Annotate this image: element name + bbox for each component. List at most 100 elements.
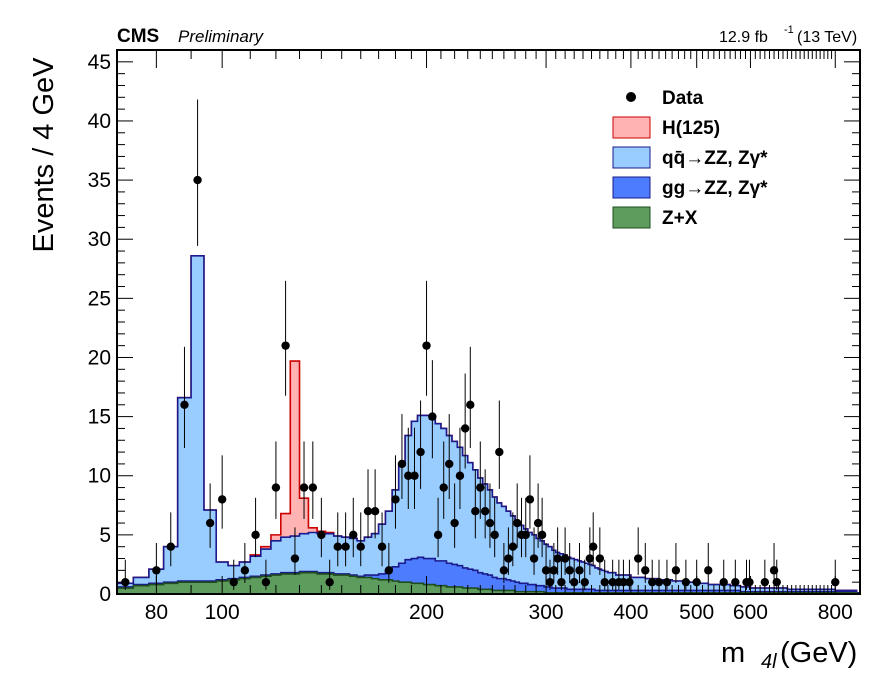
data-marker [377, 542, 387, 551]
data-point [529, 527, 539, 575]
y-tick-label: 15 [88, 406, 111, 429]
data-point [560, 527, 570, 575]
data-marker [533, 518, 543, 528]
data-point [193, 99, 202, 246]
data-point [569, 559, 579, 590]
data-marker [217, 495, 227, 504]
data-marker [397, 459, 407, 469]
x-tick-label: 80 [145, 601, 168, 624]
data-point [745, 559, 754, 590]
data-marker [193, 175, 202, 185]
energy-label: (13 TeV) [797, 29, 857, 46]
data-marker [521, 530, 530, 540]
data-marker [760, 577, 770, 587]
data-marker [641, 566, 650, 575]
data-point [545, 559, 555, 590]
data-point [600, 559, 609, 590]
legend-marker [626, 92, 636, 102]
data-point [281, 280, 290, 396]
data-marker [299, 483, 309, 492]
data-marker [229, 577, 238, 587]
data-point [619, 559, 628, 590]
legend-label: gg→ZZ, Zγ* [662, 178, 768, 199]
legend-label: Z+X [662, 208, 698, 229]
data-marker [731, 577, 740, 587]
data-point [608, 559, 617, 590]
data-marker [476, 483, 485, 492]
chart-header: CMS Preliminary 12.9 fb -1 (13 TeV) [117, 24, 857, 47]
legend-label: Data [662, 88, 704, 109]
stacked-histograms [116, 254, 861, 595]
data-point [240, 542, 250, 583]
data-marker [261, 577, 271, 587]
data-point [251, 497, 260, 558]
data-point [384, 542, 394, 583]
data-point [121, 559, 130, 590]
hist-zx [116, 571, 860, 595]
data-marker [333, 542, 342, 551]
data-point [654, 559, 664, 590]
legend-label: H(125) [662, 118, 720, 139]
y-tick-label: 10 [88, 465, 111, 488]
data-point [704, 542, 713, 583]
data-point [445, 414, 454, 499]
data-point [370, 469, 380, 539]
data-point [589, 512, 598, 567]
legend-entry: Z+X [612, 206, 698, 229]
data-marker [433, 530, 443, 540]
data-marker [608, 577, 617, 587]
data-marker [704, 566, 713, 575]
status-label: Preliminary [178, 27, 265, 46]
data-point [595, 527, 605, 575]
data-marker [575, 566, 584, 575]
data-point [217, 455, 227, 529]
data-point [480, 469, 490, 539]
data-point [180, 346, 189, 448]
data-marker [384, 566, 394, 575]
plot-axes: 0 5 10 15 20 25 30 35 40 45 80 100 200 300 400 500 600 80… [88, 49, 861, 624]
data-marker [662, 577, 672, 587]
data-point [490, 497, 499, 558]
data-point [349, 497, 358, 558]
data-marker [585, 554, 595, 563]
data-marker [719, 577, 728, 587]
legend-entry: Data [626, 88, 704, 109]
data-point [633, 527, 643, 575]
data-marker [772, 577, 781, 587]
data-marker [450, 518, 459, 528]
data-point [731, 559, 740, 590]
data-marker [560, 554, 570, 563]
y-tick-label: 40 [88, 110, 111, 133]
data-points [121, 99, 840, 590]
data-point [508, 512, 518, 567]
data-marker [349, 530, 358, 540]
legend: Data H(125) qq̄→ZZ, Zγ* gg→ZZ, Zγ* Z+X [612, 88, 768, 229]
data-marker [391, 495, 400, 504]
legend-label: qq̄→ZZ, Zγ* [662, 148, 768, 169]
data-marker [428, 412, 437, 421]
data-marker [595, 554, 605, 563]
data-point [416, 400, 425, 489]
legend-entry: H(125) [612, 116, 720, 139]
x-tick-label: 100 [205, 601, 240, 624]
y-tick-label: 20 [88, 346, 111, 369]
data-marker [553, 554, 562, 563]
x-axis-title-unit: (GeV) [780, 637, 857, 669]
data-marker [589, 542, 598, 551]
y-tick-label: 30 [88, 228, 111, 251]
data-point [495, 400, 504, 489]
data-marker [240, 566, 250, 575]
data-point [580, 559, 589, 590]
data-marker [205, 518, 215, 528]
data-marker [495, 447, 504, 457]
data-marker [648, 577, 657, 587]
data-point [533, 483, 543, 548]
legend-entry: gg→ZZ, Zγ* [612, 176, 768, 199]
data-point [565, 542, 574, 583]
hist-qq-zz [116, 254, 861, 595]
data-marker [416, 447, 425, 457]
data-point [290, 527, 300, 575]
data-marker [671, 566, 681, 575]
data-marker [537, 530, 547, 540]
